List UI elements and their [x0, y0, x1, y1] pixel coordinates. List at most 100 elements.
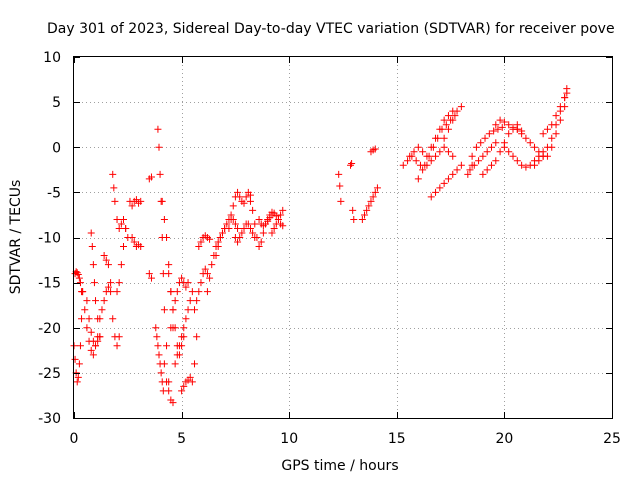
data-point	[444, 175, 452, 183]
data-point	[498, 123, 506, 131]
y-tick-label: -30	[38, 411, 61, 427]
series-s31	[335, 170, 345, 205]
data-point	[531, 143, 539, 151]
series-s34	[367, 145, 379, 156]
data-point	[87, 346, 95, 354]
data-point	[203, 288, 211, 296]
data-point	[264, 217, 272, 225]
data-point	[115, 333, 123, 341]
data-point	[73, 378, 81, 386]
data-point	[259, 229, 267, 237]
y-tick-label: 0	[52, 140, 61, 156]
data-point	[365, 202, 373, 210]
data-point	[173, 351, 181, 359]
data-point	[449, 170, 457, 178]
data-point	[169, 306, 177, 314]
series-s39	[440, 103, 465, 142]
data-point	[117, 261, 125, 269]
data-point	[492, 139, 500, 147]
data-point	[113, 342, 121, 350]
data-point	[83, 297, 91, 305]
data-point	[257, 238, 265, 246]
data-point	[92, 297, 100, 305]
data-point	[191, 306, 199, 314]
series-s17	[160, 360, 177, 407]
data-point	[119, 215, 127, 223]
series-s25	[212, 211, 242, 260]
data-point	[513, 125, 521, 133]
data-point	[548, 143, 556, 151]
data-point	[518, 130, 526, 138]
data-point	[227, 215, 235, 223]
data-point	[509, 152, 517, 160]
data-point	[203, 270, 211, 278]
data-point	[165, 270, 173, 278]
data-point	[449, 116, 457, 124]
data-point	[531, 161, 539, 169]
data-point	[337, 197, 345, 205]
data-point	[90, 279, 98, 287]
data-point	[543, 125, 551, 133]
series-s21	[178, 333, 201, 395]
data-point	[236, 193, 244, 201]
data-point	[246, 197, 254, 205]
data-point	[444, 112, 452, 120]
y-tick-label: -10	[38, 231, 61, 247]
data-point	[518, 161, 526, 169]
data-point	[268, 229, 276, 237]
plot-frame	[73, 56, 613, 419]
data-point	[167, 288, 175, 296]
data-point	[206, 274, 214, 282]
y-tick-label: -5	[47, 185, 61, 201]
data-point	[160, 306, 168, 314]
data-point	[563, 89, 571, 97]
data-point	[229, 202, 237, 210]
data-point	[472, 143, 480, 151]
series-s45	[500, 143, 547, 171]
data-point	[414, 175, 422, 183]
data-point	[81, 306, 89, 314]
data-point	[163, 234, 171, 241]
data-point	[197, 279, 205, 287]
data-point	[432, 134, 440, 142]
x-axis-label: GPS time / hours	[281, 458, 398, 474]
x-tick-label: 20	[495, 431, 513, 447]
data-point	[195, 288, 203, 296]
data-point	[180, 324, 188, 332]
y-tick-label: -25	[38, 366, 61, 382]
series-s12	[145, 173, 155, 183]
data-point	[100, 252, 108, 260]
data-point	[363, 206, 371, 214]
series-s36	[406, 107, 457, 160]
data-point	[249, 206, 257, 214]
x-tick-label: 25	[603, 431, 621, 447]
data-point	[234, 188, 242, 196]
data-point	[423, 161, 431, 169]
data-point	[107, 288, 115, 296]
data-point	[442, 121, 450, 129]
series-s20	[173, 288, 196, 359]
data-point	[487, 161, 495, 169]
data-point	[102, 256, 110, 264]
data-point	[153, 333, 161, 341]
data-point	[449, 152, 457, 160]
data-point	[238, 229, 246, 237]
data-point	[277, 211, 285, 219]
data-point	[494, 125, 502, 133]
data-point	[160, 215, 168, 223]
series-s26	[225, 188, 254, 232]
y-tick-label: -15	[38, 276, 61, 292]
series-s41	[468, 123, 506, 160]
data-point	[419, 148, 427, 156]
series-s16	[158, 197, 179, 368]
x-tick-label: 15	[388, 431, 406, 447]
data-point	[361, 211, 369, 219]
data-point	[272, 212, 280, 220]
data-point	[492, 157, 500, 165]
data-point	[500, 118, 508, 126]
data-point	[552, 130, 560, 138]
data-point	[427, 193, 435, 201]
data-point	[115, 224, 123, 232]
data-point	[169, 399, 177, 407]
